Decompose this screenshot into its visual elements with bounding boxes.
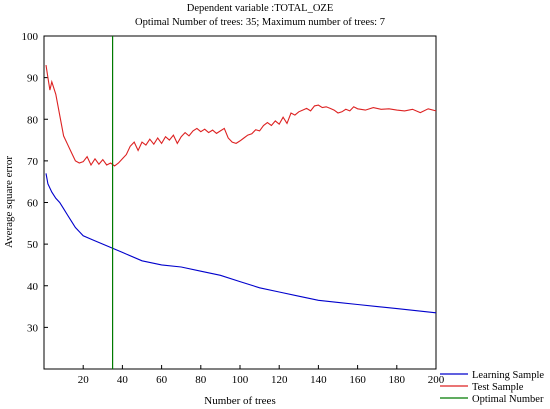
plot-area — [43, 35, 437, 370]
x-tick-label: 20 — [78, 374, 90, 386]
test-sample-line — [45, 65, 437, 167]
x-tick-label: 80 — [195, 374, 207, 386]
x-axis: 20 40 60 80 100 120 140 160 180 200 — [78, 365, 445, 386]
x-tick-label: 180 — [389, 374, 406, 386]
chart-subtitle: Optimal Number of trees: 35; Maximum num… — [135, 17, 385, 28]
series-lines — [45, 36, 437, 369]
y-axis: 30 40 50 60 70 80 90 100 — [22, 31, 48, 334]
y-axis-label: Average square error — [3, 156, 15, 248]
x-tick-label: 140 — [310, 374, 327, 386]
x-tick-label: 100 — [232, 374, 249, 386]
y-tick-label: 30 — [27, 322, 39, 334]
y-tick-label: 40 — [27, 281, 39, 293]
y-tick-label: 100 — [22, 31, 39, 43]
y-tick-label: 70 — [27, 156, 39, 168]
learning-sample-line — [45, 173, 437, 314]
x-tick-label: 40 — [117, 374, 129, 386]
x-tick-label: 60 — [156, 374, 168, 386]
legend-test-sample-label: Test Sample — [472, 382, 524, 393]
y-tick-label: 50 — [27, 239, 39, 251]
y-tick-label: 60 — [27, 198, 39, 210]
y-tick-label: 80 — [27, 114, 39, 126]
x-tick-label: 160 — [349, 374, 366, 386]
legend-learning-sample-label: Learning Sample — [472, 370, 544, 381]
chart-title: Dependent variable :TOTAL_OZE — [187, 3, 334, 14]
x-axis-label: Number of trees — [204, 395, 275, 407]
y-tick-label: 90 — [27, 73, 39, 85]
legend-optimal-number-label: Optimal Number — [472, 394, 544, 405]
x-tick-label: 200 — [428, 374, 445, 386]
x-tick-label: 120 — [271, 374, 288, 386]
